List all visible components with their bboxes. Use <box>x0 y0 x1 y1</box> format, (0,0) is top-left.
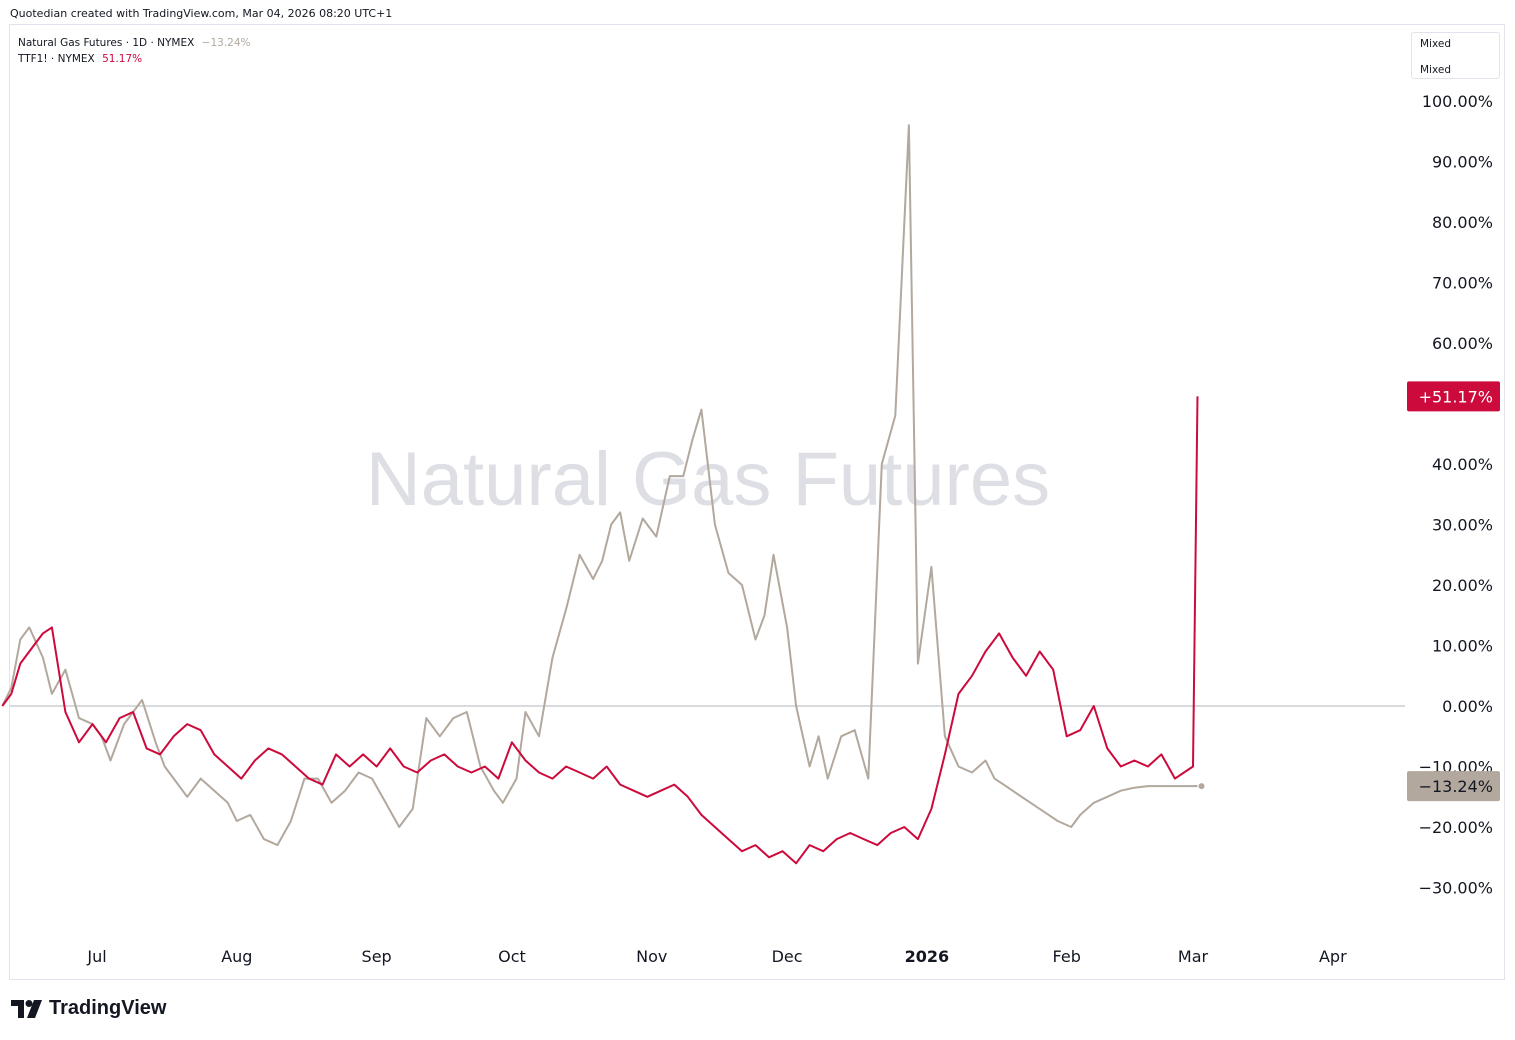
x-tick-label: Jul <box>86 947 106 966</box>
y-tick-label: 0.00% <box>1442 697 1493 716</box>
chart-frame <box>9 24 1505 980</box>
ng-last-point <box>1198 783 1205 790</box>
last-value-label: −13.24% <box>1419 777 1493 796</box>
last-value-badge <box>1407 381 1500 412</box>
y-tick-label: 70.00% <box>1432 274 1493 293</box>
legend: Natural Gas Futures · 1D · NYMEX −13.24%… <box>18 35 251 67</box>
x-tick-label: Feb <box>1053 947 1081 966</box>
x-tick-label: Aug <box>221 947 252 966</box>
y-tick-label: 100.00% <box>1422 92 1493 111</box>
x-tick-label: Oct <box>498 947 526 966</box>
tradingview-logo[interactable]: TradingView <box>11 997 166 1020</box>
x-tick-label: Dec <box>772 947 803 966</box>
y-tick-label: −30.00% <box>1419 879 1493 898</box>
y-tick-label: 90.00% <box>1432 153 1493 172</box>
x-tick-label: Mar <box>1178 947 1209 966</box>
footer-brand: TradingView <box>49 997 167 1019</box>
y-tick-label: 60.00% <box>1432 334 1493 353</box>
legend-label: Natural Gas Futures · 1D · NYMEX <box>18 37 195 49</box>
legend-change: 51.17% <box>102 53 143 65</box>
scale-mode-bottom[interactable]: Mixed <box>1420 64 1451 76</box>
legend-row-ttf[interactable]: TTF1! · NYMEX 51.17% <box>18 51 251 67</box>
y-tick-label: 30.00% <box>1432 516 1493 535</box>
last-value-label: +51.17% <box>1419 387 1493 406</box>
legend-row-ng[interactable]: Natural Gas Futures · 1D · NYMEX −13.24% <box>18 35 251 51</box>
series-line-ttf <box>1 396 1199 865</box>
scale-mode-box[interactable]: Mixed Mixed <box>1411 32 1500 79</box>
x-tick-label: Nov <box>636 947 667 966</box>
y-tick-label: −20.00% <box>1419 818 1493 837</box>
y-tick-label: 10.00% <box>1432 637 1493 656</box>
last-value-badge <box>1407 771 1500 802</box>
chart-credit: Quotedian created with TradingView.com, … <box>10 7 393 20</box>
y-tick-label: 20.00% <box>1432 576 1493 595</box>
legend-change: −13.24% <box>201 37 251 49</box>
x-tick-label: 2026 <box>905 947 950 966</box>
watermark-text: Natural Gas Futures <box>366 437 1050 522</box>
legend-label: TTF1! · NYMEX <box>18 53 95 65</box>
x-tick-label: Apr <box>1319 947 1347 966</box>
tradingview-logo-icon <box>11 999 42 1018</box>
series-line-ng <box>1 124 1198 847</box>
scale-mode-top[interactable]: Mixed <box>1420 38 1451 50</box>
y-tick-label: 40.00% <box>1432 455 1493 474</box>
x-tick-label: Sep <box>362 947 392 966</box>
y-tick-label: 80.00% <box>1432 213 1493 232</box>
